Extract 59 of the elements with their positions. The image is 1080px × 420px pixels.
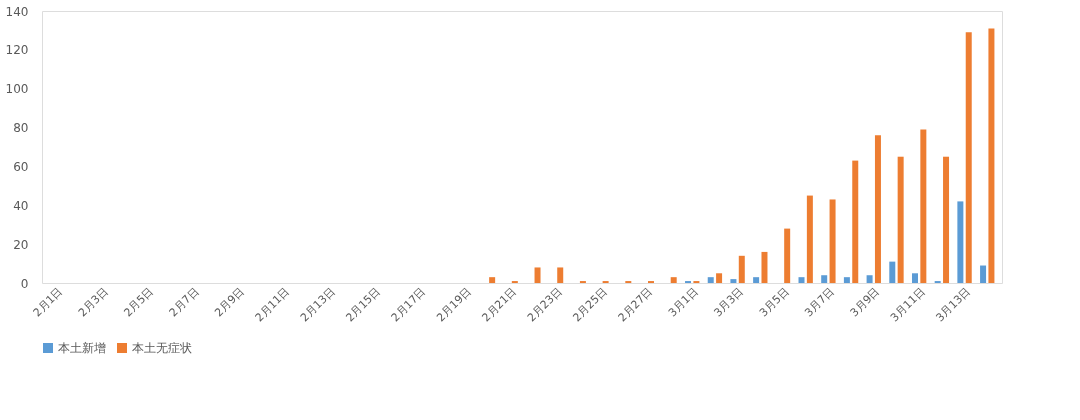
- x-tick-label: 2月19日: [434, 284, 474, 325]
- x-tick-label: 3月11日: [888, 284, 928, 325]
- bar: [798, 277, 805, 283]
- legend-label: 本土无症状: [132, 341, 192, 355]
- x-tick-label: 3月3日: [711, 284, 747, 320]
- bar: [829, 199, 836, 283]
- x-tick-label: 2月23日: [524, 284, 565, 325]
- x-tick-label: 2月13日: [297, 284, 338, 325]
- y-tick-label: 100: [5, 82, 29, 97]
- x-tick-label: 2月21日: [479, 284, 520, 325]
- x-tick-label: 2月11日: [252, 284, 293, 325]
- bar: [534, 267, 541, 283]
- x-tick-label: 3月1日: [666, 284, 701, 320]
- x-tick-label: 2月7日: [166, 284, 202, 320]
- bar: [784, 228, 791, 283]
- bar: [843, 277, 850, 283]
- bar: [957, 201, 964, 283]
- bar: [821, 275, 828, 283]
- y-tick-label: 140: [5, 4, 29, 19]
- bar: [897, 156, 904, 283]
- bar: [889, 261, 896, 283]
- bar: [761, 251, 768, 283]
- bar: [670, 277, 677, 283]
- bar: [943, 156, 950, 283]
- bar: [738, 255, 745, 283]
- bar: [920, 129, 927, 283]
- x-tick-label: 2月1日: [30, 284, 66, 320]
- x-tick-label: 2月9日: [212, 284, 247, 320]
- bar: [980, 265, 987, 283]
- x-tick-label: 2月25日: [570, 284, 610, 325]
- x-tick-label: 2月27日: [615, 284, 656, 325]
- y-tick-label: 60: [13, 159, 29, 174]
- x-tick-label: 3月13日: [933, 284, 974, 325]
- x-tick-label: 2月17日: [388, 284, 429, 325]
- bar: [716, 273, 723, 283]
- x-tick-label: 2月3日: [75, 284, 111, 320]
- bar: [730, 279, 737, 283]
- bar: [866, 275, 873, 283]
- y-tick-label: 40: [13, 198, 29, 213]
- y-tick-label: 120: [5, 43, 29, 58]
- x-tick-label: 2月5日: [121, 284, 157, 320]
- x-tick-label: 3月5日: [756, 284, 792, 320]
- y-tick-label: 20: [13, 237, 29, 252]
- x-tick-label: 2月15日: [343, 284, 383, 325]
- bar: [874, 135, 881, 283]
- bar: [911, 273, 918, 283]
- x-tick-label: 3月9日: [847, 284, 883, 320]
- y-tick-label: 80: [13, 121, 29, 136]
- bar: [557, 267, 564, 283]
- bar: [753, 277, 760, 283]
- bar: [852, 160, 859, 283]
- bar: [707, 277, 714, 283]
- bar: [806, 195, 813, 283]
- bar: [489, 277, 496, 283]
- legend-label: 本土新增: [58, 341, 106, 355]
- bar: [988, 28, 995, 283]
- x-tick-label: 3月7日: [802, 284, 837, 320]
- y-tick-label: 0: [20, 276, 29, 291]
- bar: [965, 32, 972, 283]
